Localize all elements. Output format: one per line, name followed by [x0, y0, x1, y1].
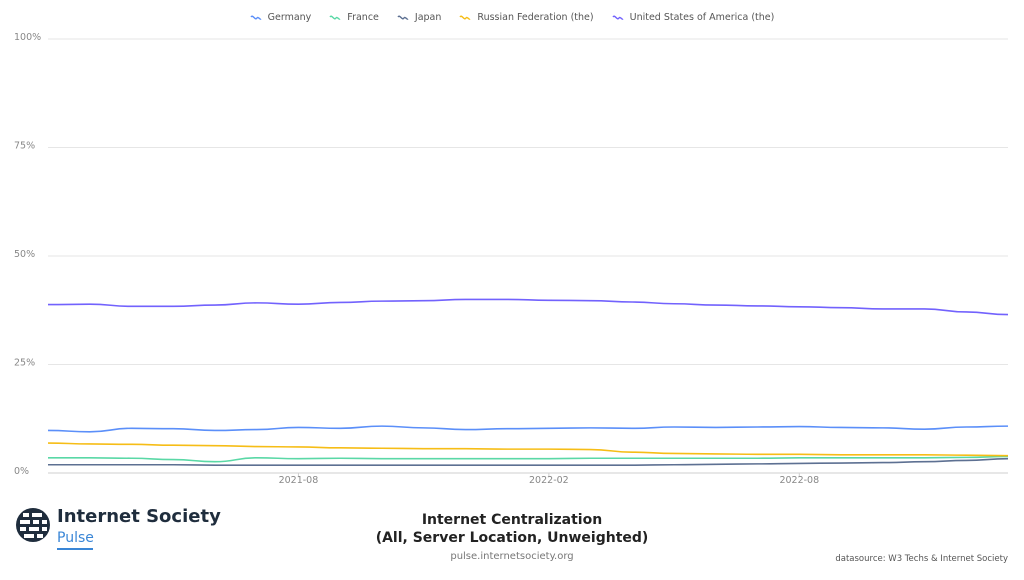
legend-swatch-icon — [397, 15, 409, 20]
y-tick-label: 0% — [14, 466, 29, 477]
series-line-united-states-of-america-the — [47, 298, 1009, 316]
legend-item[interactable]: Japan — [397, 12, 442, 23]
legend-label: Germany — [267, 12, 312, 23]
chart-legend: Germany France Japan Russian Federation (th… — [0, 12, 1024, 23]
legend-label: Russian Federation (the) — [477, 12, 594, 23]
line-chart: 0% 25% 50% 75% 100% 2021-08 2022-02 2022-08 — [14, 32, 1009, 486]
internet-society-logo-icon — [16, 508, 50, 542]
legend-label: United States of America (the) — [629, 12, 775, 23]
x-tick-label: 2022-02 — [529, 475, 569, 486]
legend-swatch-icon — [250, 15, 262, 20]
series-line-france — [48, 455, 1009, 463]
legend-item[interactable]: United States of America (the) — [612, 12, 775, 23]
legend-label: France — [347, 12, 379, 23]
x-tick-label: 2022-08 — [779, 475, 819, 486]
internet-society-logo: Internet Society Pulse — [15, 507, 221, 550]
y-tick-label: 100% — [14, 32, 41, 43]
y-tick-label: 25% — [14, 358, 35, 369]
chart-subtitle: (All, Server Location, Unweighted) — [375, 530, 649, 546]
legend-swatch-icon — [459, 15, 471, 20]
x-tick-label: 2021-08 — [279, 475, 319, 486]
legend-swatch-icon — [612, 15, 624, 20]
legend-item[interactable]: Germany — [250, 12, 312, 23]
chart-title-block: Internet Centralization (All, Server Loc… — [312, 511, 712, 547]
chart-title: Internet Centralization — [421, 512, 603, 528]
series-line-germany — [47, 425, 1009, 433]
series-line-japan — [48, 457, 1009, 466]
legend-item[interactable]: Russian Federation (the) — [459, 12, 594, 23]
y-tick-label: 75% — [14, 141, 35, 152]
brand-sub: Pulse — [57, 529, 94, 550]
legend-label: Japan — [414, 12, 442, 23]
brand-name: Internet Society — [57, 506, 221, 527]
footer-url: pulse.internetsociety.org — [450, 551, 574, 562]
y-tick-label: 50% — [14, 249, 35, 260]
legend-swatch-icon — [329, 15, 341, 20]
legend-item[interactable]: France — [329, 12, 379, 23]
data-source: datasource: W3 Techs & Internet Society — [835, 554, 1008, 564]
series-line-russian-federation-the — [47, 442, 1009, 457]
